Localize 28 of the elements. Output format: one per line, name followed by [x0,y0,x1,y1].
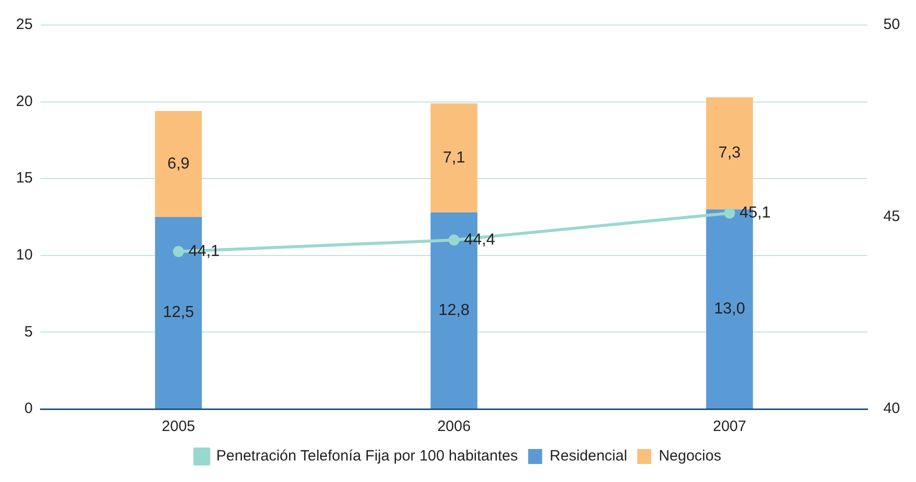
data-label: 12,5 [162,304,194,322]
y-tick-label: 5 [24,323,33,340]
data-label: 7,3 [718,144,741,162]
x-tick-label: 2005 [162,418,196,436]
y2-tick-label: 40 [883,400,900,418]
y-tick-label: 20 [16,92,33,110]
bar [155,111,202,217]
y-tick-label: 10 [16,246,33,264]
point [724,208,736,219]
point [172,246,184,258]
legend-label: Penetración Telefonía Fija por 100 habitantes [216,448,518,465]
data-label: 44,1 [188,242,220,260]
bar [430,103,478,212]
data-label: 6,9 [167,155,190,172]
y-tick-label: 0 [24,400,33,418]
x-tick-label: 2007 [712,418,746,436]
x-tick-label: 2006 [437,418,471,436]
y2-tick-label: 45 [883,208,900,226]
y2-tick-label: 50 [883,16,900,34]
legend-label: Negocios [658,448,722,465]
point [448,234,460,246]
data-label: 12,8 [438,302,470,319]
data-label: 13,0 [714,300,746,318]
legend-label: Residencial [550,448,628,465]
data-label: 7,1 [442,149,466,166]
y-tick-label: 15 [16,170,33,187]
y-tick-label: 25 [16,16,33,34]
data-label: 44,4 [464,231,496,248]
